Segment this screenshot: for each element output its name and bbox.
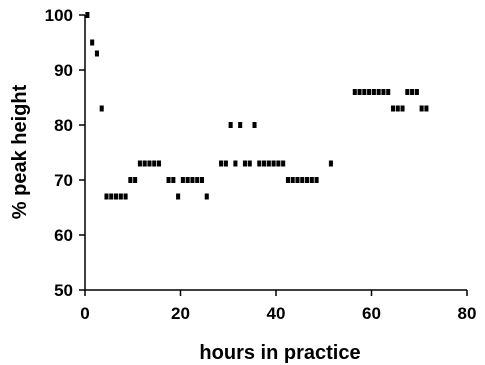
data-point (133, 177, 138, 183)
data-point (104, 193, 109, 200)
data-point (362, 89, 367, 95)
data-point (228, 122, 233, 128)
data-point (223, 160, 228, 167)
data-point (109, 193, 114, 200)
data-point (233, 160, 238, 167)
data-point (314, 177, 319, 183)
y-axis-title: % peak height (9, 84, 31, 219)
data-point (300, 177, 305, 183)
data-point (276, 160, 281, 167)
data-point (114, 193, 119, 200)
data-point (142, 160, 147, 167)
data-point (352, 89, 357, 95)
x-tick-label: 0 (80, 304, 89, 323)
data-point (137, 160, 142, 167)
data-point (262, 160, 267, 167)
data-point (156, 160, 162, 167)
data-point (371, 89, 376, 95)
x-axis-title: hours in practice (199, 342, 360, 364)
data-point (128, 177, 133, 183)
y-tick-label: 80 (54, 116, 73, 135)
data-point (271, 160, 276, 167)
data-point (424, 105, 429, 112)
y-tick-label: 90 (54, 61, 73, 80)
data-point (85, 12, 90, 18)
x-tick-label: 60 (362, 304, 381, 323)
data-point (381, 89, 386, 95)
data-point (190, 177, 195, 183)
data-point (123, 193, 128, 200)
y-tick-label: 70 (54, 171, 73, 190)
x-tick-label: 80 (458, 304, 477, 323)
y-axis-ticks: 50 60 70 80 90 100 (45, 6, 85, 300)
y-tick-label: 60 (54, 226, 73, 245)
data-point (247, 160, 252, 167)
data-point (410, 89, 415, 95)
data-point (400, 105, 405, 112)
data-point (90, 39, 95, 46)
data-point (219, 160, 224, 167)
axes (84, 15, 467, 291)
data-point (414, 89, 419, 95)
data-point (257, 160, 262, 167)
data-point (295, 177, 300, 183)
x-axis-ticks: 0 20 40 60 80 (80, 290, 476, 323)
data-point (147, 160, 152, 167)
data-point (309, 177, 314, 183)
data-point (266, 160, 271, 167)
data-point (285, 177, 290, 183)
data-point (390, 105, 396, 112)
data-point (199, 177, 205, 183)
data-point (386, 89, 391, 95)
data-point (94, 50, 99, 57)
y-tick-label: 100 (45, 6, 73, 25)
data-point (419, 105, 424, 112)
data-point (395, 105, 400, 112)
data-point (195, 177, 200, 183)
data-point (252, 122, 257, 128)
data-point (99, 105, 104, 112)
data-point (290, 177, 295, 183)
data-point (152, 160, 157, 167)
data-point (204, 193, 209, 200)
data-point (185, 177, 190, 183)
data-point (171, 177, 176, 183)
data-point (305, 177, 310, 183)
data-point (281, 160, 286, 167)
data-point (405, 89, 410, 95)
x-tick-label: 20 (171, 304, 190, 323)
data-point (242, 160, 247, 167)
data-point (166, 177, 171, 183)
y-tick-label: 50 (54, 281, 73, 300)
data-point (376, 89, 381, 95)
data-point (176, 193, 181, 200)
data-point (367, 89, 372, 95)
data-point (180, 177, 185, 183)
data-point (238, 122, 243, 128)
data-point (357, 89, 362, 95)
data-point (328, 160, 333, 167)
x-tick-label: 40 (267, 304, 286, 323)
data-point (118, 193, 123, 200)
data-points (85, 12, 429, 200)
